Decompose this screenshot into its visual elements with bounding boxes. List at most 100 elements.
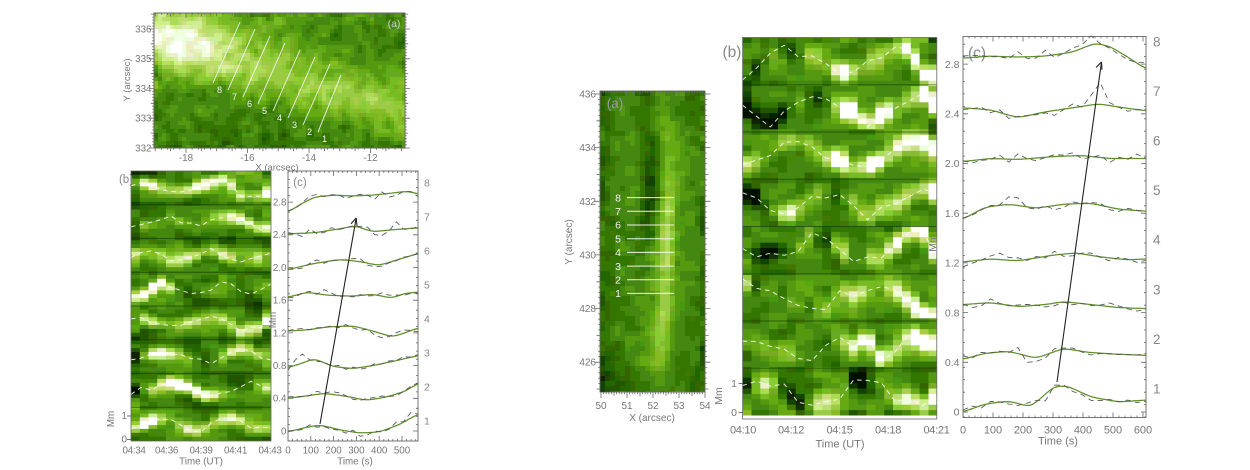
svg-text:400: 400 (371, 446, 388, 457)
svg-text:1: 1 (1153, 382, 1161, 397)
svg-text:1.2: 1.2 (945, 258, 960, 270)
svg-text:1: 1 (322, 134, 327, 144)
svg-text:Time (s): Time (s) (1038, 436, 1078, 448)
svg-text:04:18: 04:18 (875, 425, 901, 437)
svg-text:0: 0 (122, 435, 128, 446)
svg-text:04:12: 04:12 (778, 425, 804, 437)
svg-text:200: 200 (325, 446, 342, 457)
svg-text:6: 6 (615, 220, 621, 232)
svg-text:04:34: 04:34 (122, 446, 146, 457)
svg-text:0: 0 (954, 407, 960, 419)
svg-text:04:36: 04:36 (155, 446, 179, 457)
svg-text:Mm: Mm (713, 387, 725, 405)
svg-text:300: 300 (1044, 425, 1062, 437)
svg-text:04:43: 04:43 (258, 446, 282, 457)
svg-text:52: 52 (647, 401, 659, 412)
svg-text:2.8: 2.8 (945, 59, 960, 71)
svg-text:53: 53 (673, 401, 685, 412)
svg-text:0.4: 0.4 (945, 357, 960, 369)
svg-text:X (arcsec): X (arcsec) (629, 413, 675, 424)
svg-text:2.4: 2.4 (273, 230, 287, 241)
svg-text:-14: -14 (302, 153, 317, 164)
svg-text:-18: -18 (179, 153, 194, 164)
svg-text:8: 8 (1153, 34, 1161, 49)
svg-text:5: 5 (615, 233, 621, 245)
svg-text:(a): (a) (388, 18, 401, 30)
svg-text:-16: -16 (240, 153, 255, 164)
svg-text:428: 428 (579, 304, 596, 315)
svg-text:4: 4 (277, 113, 282, 123)
svg-text:430: 430 (579, 250, 596, 261)
svg-text:1: 1 (615, 288, 621, 300)
svg-text:2: 2 (1153, 332, 1161, 347)
svg-text:3: 3 (1153, 282, 1161, 297)
svg-text:432: 432 (579, 197, 596, 208)
svg-text:4: 4 (424, 314, 430, 326)
svg-text:7: 7 (1153, 84, 1161, 99)
svg-text:500: 500 (394, 446, 411, 457)
svg-text:(b): (b) (723, 44, 742, 61)
svg-text:04:10: 04:10 (730, 425, 756, 437)
svg-text:436: 436 (579, 90, 596, 101)
svg-text:7: 7 (232, 92, 237, 102)
svg-text:434: 434 (579, 143, 596, 154)
svg-text:0: 0 (285, 446, 291, 457)
svg-text:1.6: 1.6 (273, 296, 287, 307)
svg-text:Mm: Mm (268, 312, 279, 328)
svg-text:0: 0 (731, 407, 737, 419)
svg-text:5: 5 (1153, 183, 1161, 198)
svg-text:5: 5 (262, 106, 267, 116)
svg-text:(c): (c) (293, 177, 307, 189)
svg-text:Mm: Mm (106, 411, 117, 427)
svg-text:1: 1 (731, 378, 737, 390)
svg-text:0: 0 (281, 426, 287, 437)
svg-text:8: 8 (424, 178, 430, 190)
svg-text:200: 200 (1014, 425, 1032, 437)
svg-text:3: 3 (292, 120, 297, 130)
svg-text:Y (arcsec): Y (arcsec) (122, 58, 133, 101)
svg-text:0.4: 0.4 (273, 394, 287, 405)
svg-text:3: 3 (615, 261, 621, 273)
svg-text:7: 7 (615, 206, 621, 218)
svg-text:51: 51 (621, 401, 633, 412)
svg-text:335: 335 (135, 54, 152, 65)
svg-text:100: 100 (303, 446, 320, 457)
svg-text:100: 100 (984, 425, 1002, 437)
svg-text:3: 3 (424, 348, 430, 360)
svg-text:334: 334 (135, 84, 152, 95)
svg-text:4: 4 (1153, 233, 1161, 248)
svg-text:(b): (b) (119, 174, 133, 186)
svg-text:336: 336 (135, 24, 152, 35)
svg-text:04:15: 04:15 (826, 425, 852, 437)
svg-text:2.0: 2.0 (945, 158, 960, 170)
svg-text:6: 6 (424, 246, 430, 258)
svg-text:(a): (a) (607, 96, 624, 111)
svg-text:8: 8 (615, 192, 621, 204)
svg-text:2.8: 2.8 (273, 198, 287, 209)
svg-text:0.8: 0.8 (273, 361, 287, 372)
svg-text:5: 5 (424, 280, 430, 292)
svg-text:500: 500 (1104, 425, 1122, 437)
svg-text:(c): (c) (968, 45, 986, 62)
svg-text:Time (UT): Time (UT) (179, 457, 223, 468)
svg-text:2.4: 2.4 (945, 109, 960, 121)
svg-text:54: 54 (699, 401, 711, 412)
svg-text:Time (UT): Time (UT) (815, 439, 864, 451)
svg-text:4: 4 (615, 247, 621, 259)
svg-text:04:21: 04:21 (923, 425, 949, 437)
svg-text:6: 6 (1153, 134, 1161, 149)
svg-text:04:39: 04:39 (189, 446, 212, 457)
svg-text:X (arcsec): X (arcsec) (255, 163, 298, 174)
svg-text:300: 300 (348, 446, 365, 457)
svg-text:333: 333 (135, 114, 152, 125)
svg-text:2: 2 (615, 274, 621, 286)
svg-text:6: 6 (247, 99, 252, 109)
svg-text:2.0: 2.0 (273, 263, 287, 274)
svg-text:0: 0 (960, 425, 966, 437)
svg-text:8: 8 (217, 85, 222, 95)
svg-text:332: 332 (135, 143, 151, 154)
svg-text:Mm: Mm (927, 234, 939, 252)
svg-text:04:41: 04:41 (224, 446, 247, 457)
svg-text:1.2: 1.2 (273, 328, 287, 339)
svg-text:426: 426 (579, 358, 596, 369)
